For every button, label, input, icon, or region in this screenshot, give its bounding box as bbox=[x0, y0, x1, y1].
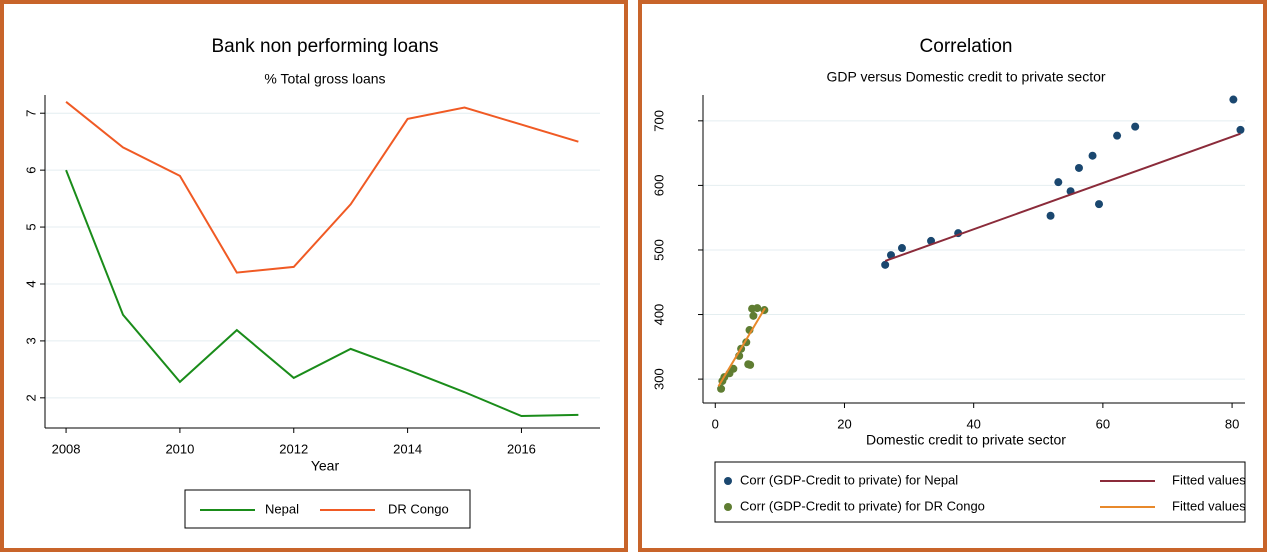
scatter-point bbox=[746, 360, 755, 369]
scatter-point bbox=[1113, 131, 1122, 140]
legend-marker bbox=[724, 477, 732, 485]
legend-label: Fitted values bbox=[1172, 498, 1246, 513]
scatter-point bbox=[1074, 163, 1083, 172]
y-tick-label: 3 bbox=[23, 337, 38, 344]
x-tick-label: 80 bbox=[1225, 416, 1239, 431]
x-tick-label: 0 bbox=[712, 416, 719, 431]
y-tick-label: 5 bbox=[23, 223, 38, 230]
chart-subtitle: GDP versus Domestic credit to private se… bbox=[826, 69, 1105, 85]
y-tick-label: 700 bbox=[651, 110, 666, 132]
scatter-point bbox=[753, 304, 762, 313]
x-tick-label: 20 bbox=[837, 416, 851, 431]
x-tick-label: 60 bbox=[1096, 416, 1110, 431]
chart-title: Correlation bbox=[920, 36, 1013, 57]
legend-label: Fitted values bbox=[1172, 472, 1246, 487]
x-axis-title: Year bbox=[311, 458, 340, 474]
chart-title: Bank non performing loans bbox=[211, 36, 438, 57]
scatter-point bbox=[1054, 178, 1063, 187]
scatter-point bbox=[1095, 200, 1104, 209]
x-tick-label: 40 bbox=[966, 416, 980, 431]
legend-label: Nepal bbox=[265, 501, 299, 516]
scatter-point bbox=[717, 384, 726, 393]
y-tick-label: 6 bbox=[23, 167, 38, 174]
scatter-point bbox=[1131, 122, 1140, 131]
y-tick-label: 400 bbox=[651, 304, 666, 326]
x-tick-label: 2008 bbox=[52, 441, 81, 456]
legend-marker bbox=[724, 503, 732, 511]
scatter-point bbox=[1046, 211, 1055, 220]
x-tick-label: 2016 bbox=[507, 441, 536, 456]
y-tick-label: 7 bbox=[23, 110, 38, 117]
panel-frame bbox=[638, 0, 1267, 552]
scatter-point bbox=[1236, 125, 1245, 134]
chart-subtitle: % Total gross loans bbox=[264, 71, 385, 87]
scatter-point bbox=[881, 260, 890, 269]
y-tick-label: 300 bbox=[651, 368, 666, 390]
y-tick-label: 2 bbox=[23, 394, 38, 401]
y-tick-label: 4 bbox=[23, 280, 38, 287]
scatter-point bbox=[749, 311, 758, 320]
scatter-point bbox=[1088, 151, 1097, 160]
scatter-point bbox=[1229, 95, 1238, 104]
y-tick-label: 500 bbox=[651, 239, 666, 261]
x-tick-label: 2012 bbox=[279, 441, 308, 456]
data-line bbox=[65, 101, 579, 274]
scatter-point bbox=[897, 244, 906, 253]
data-line bbox=[65, 169, 579, 418]
legend-label: DR Congo bbox=[388, 501, 449, 516]
scatter-point bbox=[729, 364, 738, 373]
x-tick-label: 2014 bbox=[393, 441, 422, 456]
x-axis-title: Domestic credit to private sector bbox=[866, 432, 1066, 448]
legend-box bbox=[714, 461, 1246, 523]
x-tick-label: 2010 bbox=[165, 441, 194, 456]
y-tick-label: 600 bbox=[651, 175, 666, 197]
data-line bbox=[884, 132, 1241, 262]
data-line bbox=[717, 307, 766, 387]
legend-label: Corr (GDP-Credit to private) for Nepal bbox=[740, 472, 958, 487]
legend-label: Corr (GDP-Credit to private) for DR Cong… bbox=[740, 498, 985, 513]
panel-frame bbox=[0, 0, 628, 552]
